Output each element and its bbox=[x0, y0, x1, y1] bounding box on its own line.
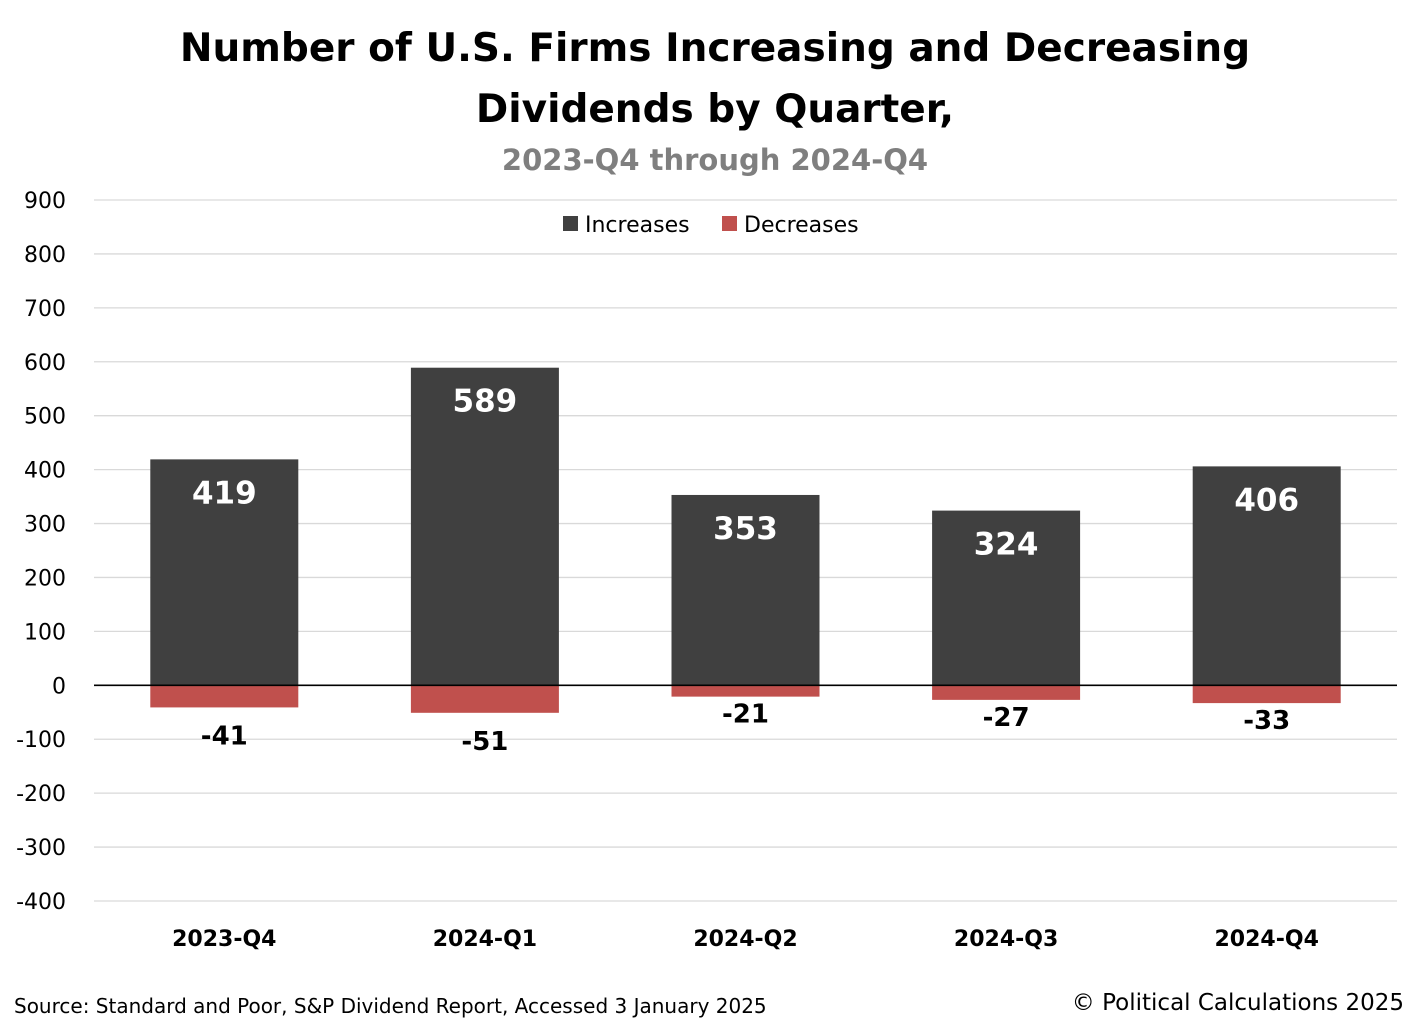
increase-data-label: 589 bbox=[453, 384, 518, 420]
increase-bar bbox=[1192, 466, 1341, 686]
increase-data-label: 406 bbox=[1234, 482, 1299, 518]
increase-bar bbox=[150, 459, 299, 686]
legend-label: Increases bbox=[585, 213, 690, 238]
chart-title-line-1: Number of U.S. Firms Increasing and Decr… bbox=[179, 26, 1251, 71]
x-tick-label: 2023-Q4 bbox=[172, 927, 276, 952]
decrease-bar bbox=[671, 685, 820, 697]
y-tick-label: 600 bbox=[24, 351, 66, 376]
decrease-data-label: -51 bbox=[461, 727, 508, 757]
y-tick-label: -300 bbox=[16, 836, 66, 861]
increase-data-label: 353 bbox=[713, 511, 778, 547]
y-tick-label: 100 bbox=[24, 620, 66, 645]
legend-label: Decreases bbox=[744, 213, 859, 238]
decrease-bar bbox=[150, 685, 299, 708]
decrease-data-label: -27 bbox=[983, 703, 1030, 733]
increase-bar bbox=[932, 510, 1081, 686]
decrease-data-label: -33 bbox=[1243, 706, 1290, 736]
y-tick-label: 300 bbox=[24, 513, 66, 538]
chart-title-line-2: Dividends by Quarter, bbox=[475, 87, 955, 132]
legend-swatch bbox=[722, 216, 737, 231]
y-tick-label: 400 bbox=[24, 459, 66, 484]
y-tick-label: -100 bbox=[16, 728, 66, 753]
decrease-data-label: -41 bbox=[201, 721, 248, 751]
y-tick-label: 700 bbox=[24, 297, 66, 322]
x-tick-label: 2024-Q2 bbox=[693, 927, 797, 952]
x-tick-label: 2024-Q4 bbox=[1215, 927, 1319, 952]
decrease-bar bbox=[1192, 685, 1341, 704]
source-note: Source: Standard and Poor, S&P Dividend … bbox=[14, 994, 767, 1018]
x-tick-label: 2024-Q3 bbox=[954, 927, 1058, 952]
y-tick-label: 0 bbox=[52, 674, 66, 699]
increase-data-label: 419 bbox=[192, 475, 257, 511]
y-tick-label: 900 bbox=[24, 189, 66, 214]
y-tick-label: 800 bbox=[24, 243, 66, 268]
increase-data-label: 324 bbox=[974, 527, 1039, 563]
x-tick-label: 2024-Q1 bbox=[433, 927, 537, 952]
increase-bar bbox=[410, 367, 559, 686]
decrease-bar bbox=[410, 685, 559, 713]
y-tick-label: -400 bbox=[16, 890, 66, 915]
y-tick-label: 500 bbox=[24, 405, 66, 430]
copyright-note: © Political Calculations 2025 bbox=[1071, 990, 1404, 1016]
decrease-bar bbox=[932, 685, 1081, 700]
legend-swatch bbox=[563, 216, 578, 231]
chart-subtitle: 2023-Q4 through 2024-Q4 bbox=[501, 143, 929, 177]
y-tick-label: 200 bbox=[24, 566, 66, 591]
increase-bar bbox=[671, 494, 820, 686]
decrease-data-label: -21 bbox=[722, 700, 769, 730]
y-tick-label: -200 bbox=[16, 782, 66, 807]
